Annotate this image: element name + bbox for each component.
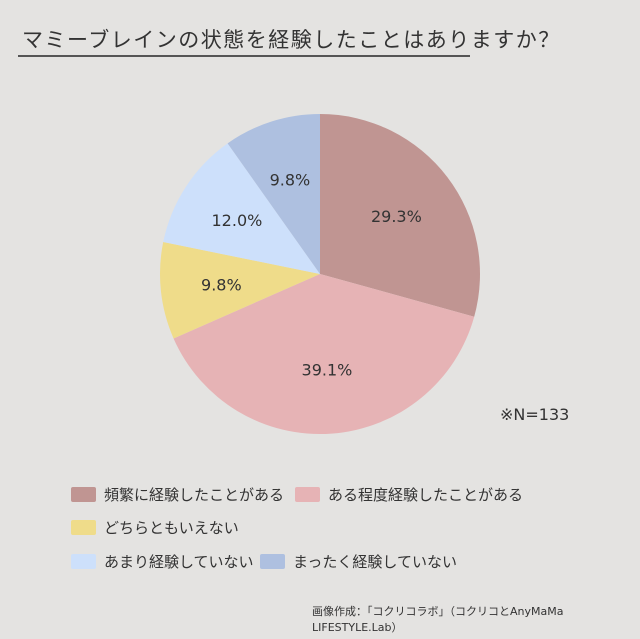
slice-data-label: 9.8% — [270, 170, 311, 189]
title-underline — [18, 55, 470, 57]
slice-data-label: 9.8% — [201, 276, 242, 295]
pie-slice — [173, 274, 475, 435]
legend-item-never: まったく経験していない — [260, 551, 457, 572]
legend-label: ある程度経験したことがある — [328, 486, 524, 504]
legend-item-frequent: 頻繁に経験したことがある — [71, 484, 284, 505]
slice-data-label: 39.1% — [302, 361, 353, 380]
legend-swatch — [260, 554, 285, 569]
legend-item-rarely: あまり経験していない — [71, 551, 254, 572]
slice-data-label: 29.3% — [371, 207, 422, 226]
pie-slice — [163, 143, 320, 274]
legend-swatch — [71, 520, 96, 535]
legend-item-neutral: どちらともいえない — [71, 517, 239, 538]
sample-size-note: ※N=133 — [500, 405, 570, 424]
legend-swatch — [71, 487, 96, 502]
pie-slice — [320, 114, 481, 317]
legend-item-somewhat: ある程度経験したことがある — [295, 484, 523, 505]
chart-title: マミーブレインの状態を経験したことはありますか？ — [22, 28, 561, 52]
image-credit: 画像作成：「コクリコラボ」（コクリコとAnyMaMa LIFESTYLE.Lab… — [312, 605, 564, 634]
legend-swatch — [295, 487, 320, 502]
pie-slice — [159, 242, 320, 339]
legend-label: 頻繁に経験したことがある — [104, 486, 285, 504]
slice-data-label: 12.0% — [212, 211, 263, 230]
legend-swatch — [71, 554, 96, 569]
legend-label: あまり経験していない — [104, 553, 254, 571]
legend-label: まったく経験していない — [293, 553, 457, 571]
pie-slice — [227, 114, 320, 274]
legend-label: どちらともいえない — [104, 519, 239, 537]
